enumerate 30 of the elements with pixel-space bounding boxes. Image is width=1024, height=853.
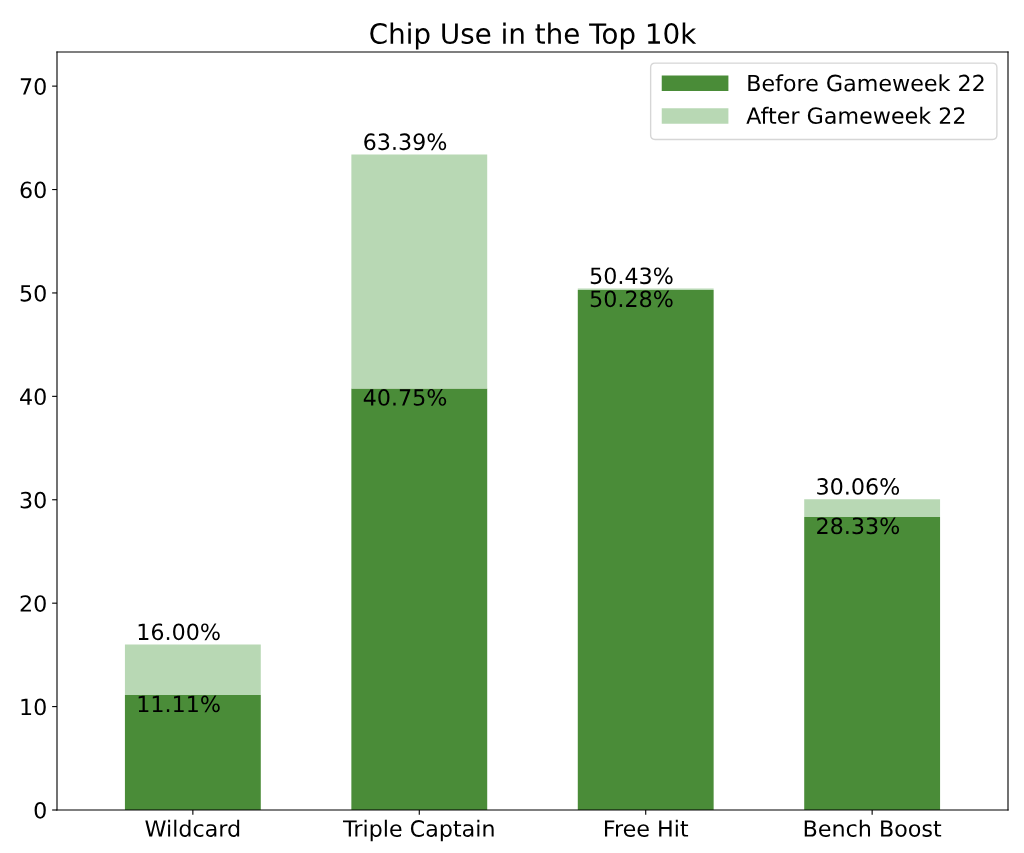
x-tick-label: Free Hit [604,819,689,837]
y-tick-label: 20 [20,595,46,612]
total-label: 30.06% [817,478,900,495]
total-label: 63.39% [364,133,447,151]
total-label: 50.43% [590,267,673,285]
y-tick-label: 50 [20,284,46,302]
bar [804,499,941,518]
x-tick-label: Bench Boost [804,819,942,837]
y-tick-label: 10 [21,698,46,716]
data-label: 50.28% [590,290,673,308]
legend-label: Before Gameweek 22 [748,74,984,92]
x-tick-label: Triple Captain [342,819,494,842]
y-tick-label: 30 [20,491,46,509]
bar [351,388,488,810]
total-label: 16.00% [138,623,220,641]
legend-label: After Gameweek 22 [746,106,965,125]
x-tick-label: Wildcard [145,819,240,837]
y-tick-label: 0 [34,801,46,819]
data-label: 28.33% [817,517,900,535]
bar [124,644,261,696]
chart-title: Chip Use in the Top 10k [370,22,697,50]
y-tick-label: 40 [20,388,46,406]
bar [351,154,488,389]
bar [577,290,714,810]
y-tick-label: 70 [20,78,46,95]
data-label: 40.75% [363,388,447,406]
y-tick-label: 60 [20,181,46,199]
bar [804,517,941,810]
data-label: 11.11% [138,695,220,713]
bar [124,695,261,810]
